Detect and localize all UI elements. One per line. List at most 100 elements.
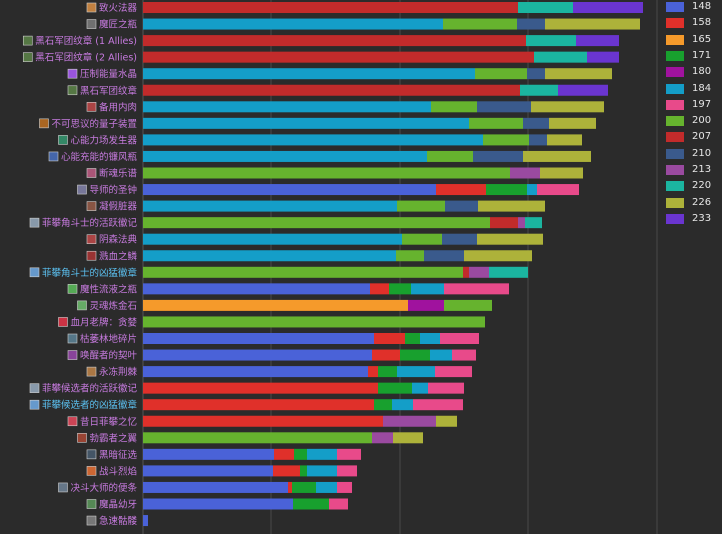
bar-segment-200 [443,18,517,30]
bar-segment-226 [547,134,582,146]
item-icon [29,383,40,393]
item-icon [86,102,97,112]
bar-segment-158 [143,415,383,427]
bar-segment-226 [545,18,640,30]
bar-segment-171 [374,399,392,411]
item-icon [22,52,33,62]
bar-segment-207 [143,35,526,47]
legend-swatch [666,2,684,12]
bar-segment-184 [430,349,452,361]
bar-segment-148 [143,498,293,510]
bar-segment-158 [374,333,405,344]
category-label: 永冻荆棘 [99,366,138,378]
bar-segment-184 [143,134,483,146]
category-label: 菲攀候选者的凶猛徽章 [42,399,138,411]
bar-segment-200 [143,167,510,179]
bar-segment-197 [428,382,464,394]
item-icon [67,85,78,96]
bar-segment-200 [483,134,529,146]
bar-segment-184 [392,399,413,411]
bar-segment-184 [411,283,444,295]
category-label: 魔匠之瓶 [99,19,138,31]
item-icon [48,151,59,162]
legend-label: 220 [692,180,712,192]
bar-segment-184 [143,18,443,30]
bar-segment-197 [440,333,479,344]
category-label: 唤醒者的契叶 [80,350,138,362]
category-label: 灵魂炼金石 [89,300,137,312]
bar-segment-184 [412,382,428,394]
item-icon [22,35,33,46]
bar-segment-210 [527,68,545,80]
item-icon [67,350,78,360]
legend: 148 158 165 171 180 184 197 200 207 210 213 220 226 2… [662,0,722,224]
bar-segment-200 [469,117,523,129]
bar-segment-197 [452,349,476,361]
legend-swatch [666,67,684,78]
bar-segment-207 [463,266,469,278]
bar-segment-210 [477,101,531,113]
category-label: 菲攀角斗士的凶猛徽章 [42,267,138,279]
legend-swatch [666,197,684,208]
bar-segment-197 [537,184,579,196]
bar-segment-171 [389,283,411,295]
bar-segment-158 [273,465,300,477]
bar-segment-233 [573,2,643,13]
bar-segment-158 [143,382,378,394]
bar-segment-220 [520,84,558,96]
bar-segment-184 [420,333,440,344]
bar-segment-226 [540,167,583,179]
legend-label: 207 [692,131,712,143]
bar-segment-184 [143,233,402,245]
legend-swatch [666,165,684,175]
category-label: 致火法器 [99,2,138,14]
category-label: 勃霸者之翼 [89,432,137,444]
bar-segment-158 [274,448,294,460]
bar-segment-233 [587,51,619,63]
item-icon [77,432,87,443]
bar-segment-158 [370,283,389,295]
item-icon [29,217,40,228]
bar-segment-220 [526,35,576,47]
item-icon [86,515,97,526]
category-label: 战斗烈焰 [99,465,137,477]
category-label: 菲攀角斗士的活跃徽记 [42,217,138,229]
item-icon [67,284,78,294]
bar-segment-171 [300,465,307,477]
item-icon [39,118,49,129]
bar-segment-200 [143,432,372,444]
item-icon [77,184,87,195]
item-icon [29,399,40,410]
legend-label: 165 [692,33,712,45]
bar-segment-148 [143,283,370,295]
category-label: 溅血之鳞 [99,250,138,262]
legend-swatch [666,34,684,45]
category-label: 决斗大师的便条 [70,482,137,494]
bar-segment-148 [143,515,148,527]
category-label: 黑石军团纹章 (2 Allies) [35,52,137,64]
bar-segment-171 [378,366,397,378]
legend-swatch [666,213,684,224]
bar-segment-200 [475,68,527,80]
item-icon [86,201,97,211]
bar-segment-226 [478,200,545,212]
legend-swatch [666,50,684,61]
category-label: 凝假脏器 [99,201,138,213]
bar-segment-148 [143,349,372,361]
bar-segment-210 [517,18,545,30]
item-icon [67,68,78,79]
legend-swatch [666,116,684,127]
bar-segment-213 [510,167,540,179]
bar-segment-213 [383,415,436,427]
bar-segment-184 [397,366,435,378]
legend-swatch [666,18,684,29]
category-label: 黑石军团纹章 (1 Allies) [35,35,137,47]
legend-label: 197 [692,98,712,110]
legend-label: 210 [692,147,712,159]
bar-segment-184 [316,481,337,493]
item-icon [58,482,68,493]
category-label: 黑暗征选 [99,449,138,461]
item-icon [58,317,68,327]
